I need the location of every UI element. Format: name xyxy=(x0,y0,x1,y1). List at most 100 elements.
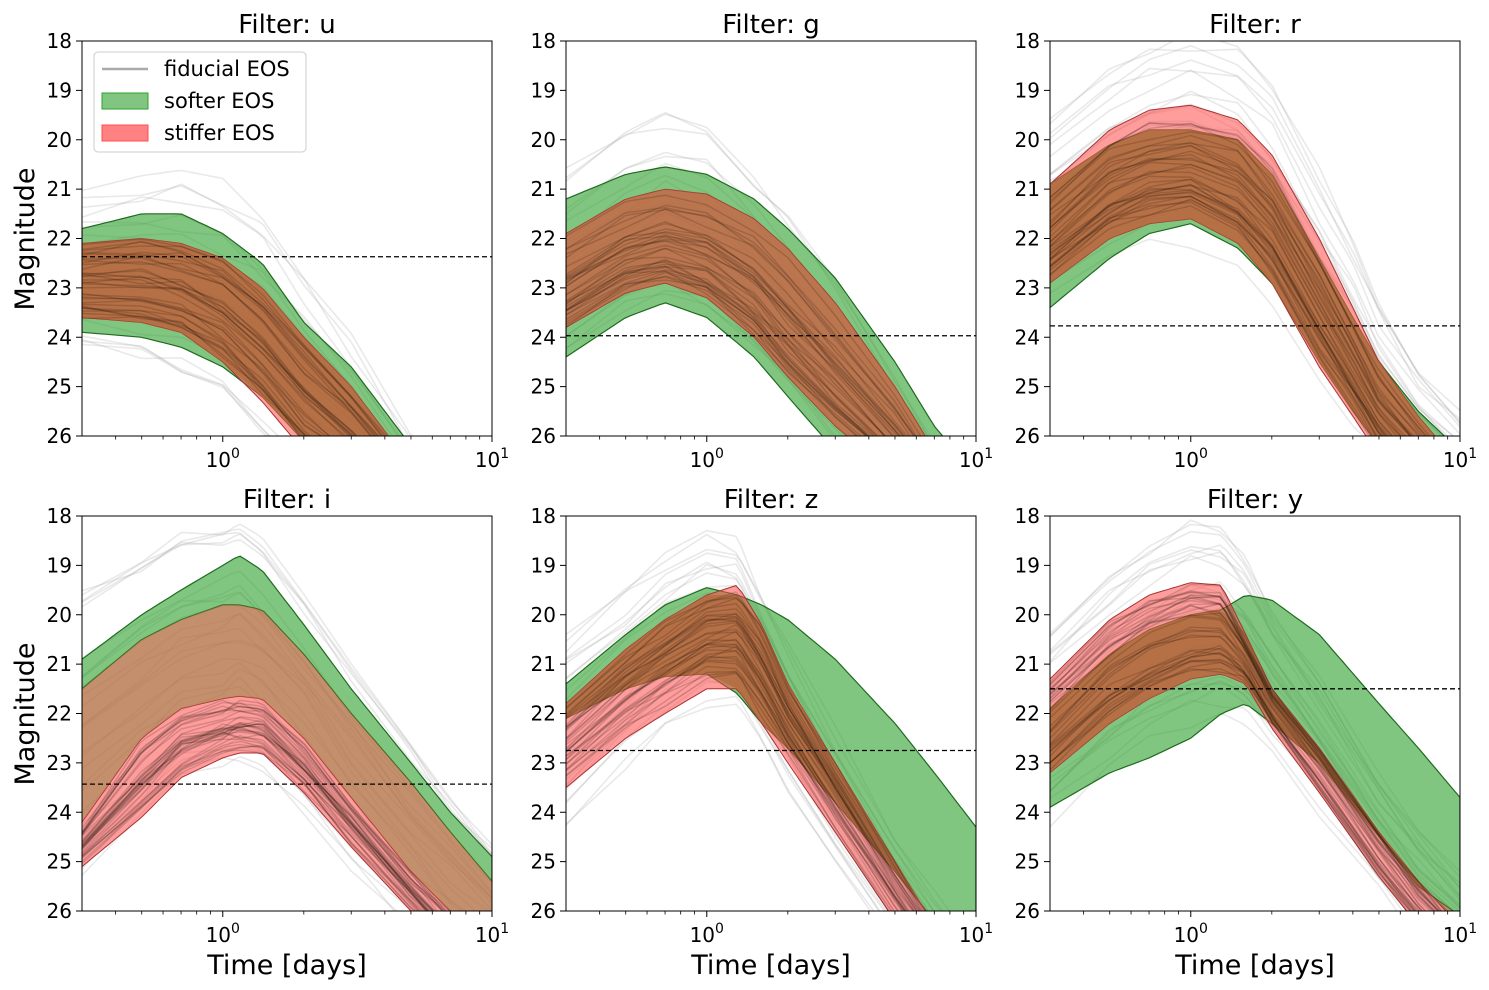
y-tick-label: 21 xyxy=(47,177,72,201)
y-tick-label: 25 xyxy=(531,375,556,399)
y-tick-label: 23 xyxy=(1015,276,1040,300)
legend-softer-swatch xyxy=(101,92,149,110)
fiducial-core-line xyxy=(82,261,375,436)
fiducial-core-line xyxy=(82,726,428,911)
fiducial-core-line xyxy=(82,721,433,911)
fiducial-core-line xyxy=(1050,599,1440,911)
fiducial-core-line xyxy=(82,309,312,436)
fiducial-core-line xyxy=(1050,597,1436,911)
panel-title: Filter: u xyxy=(238,10,335,40)
y-tick-label: 22 xyxy=(1015,227,1040,251)
fiducial-core-line xyxy=(566,194,922,436)
fiducial-core-line xyxy=(566,631,915,911)
fiducial-core-line xyxy=(566,655,904,911)
plot-content xyxy=(1050,41,1460,436)
panel-u: 18 19 20 21 22 23 24 25 26 100 101 Filter: u Magni… xyxy=(10,10,509,472)
fiducial-core-line xyxy=(82,729,430,911)
fiducial-line xyxy=(1050,44,1460,425)
fiducial-core-line xyxy=(82,699,445,911)
fiducial-core-line xyxy=(566,615,918,911)
overlap-band xyxy=(82,604,492,911)
legend-stiffer-label: stiffer EOS xyxy=(164,121,275,145)
fiducial-core-line xyxy=(1050,145,1412,436)
y-tick-label: 26 xyxy=(47,899,72,923)
fiducial-core-line xyxy=(82,276,350,436)
fiducial-core-line xyxy=(82,723,435,911)
fiducial-core-line xyxy=(82,292,323,436)
y-tick-label: 26 xyxy=(47,424,72,448)
fiducial-core-line xyxy=(566,650,905,911)
fiducial-core-line xyxy=(82,705,448,911)
y-tick-label: 25 xyxy=(47,375,72,399)
fiducial-line xyxy=(82,196,399,436)
fiducial-core-line xyxy=(566,208,915,436)
fiducial-line xyxy=(82,185,405,436)
fiducial-core-line xyxy=(566,616,918,911)
fiducial-core-line xyxy=(566,608,920,911)
fiducial-core-line xyxy=(82,745,420,911)
fiducial-line xyxy=(1050,48,1460,423)
y-tick-label: 21 xyxy=(47,652,72,676)
fiducial-core-line xyxy=(1050,594,1436,911)
fiducial-core-line xyxy=(1050,635,1424,911)
y-tick-label: 21 xyxy=(531,652,556,676)
y-tick-label: 20 xyxy=(531,128,556,152)
fiducial-core-line xyxy=(1050,163,1403,436)
fiducial-line xyxy=(82,335,280,436)
panel-z: 18 19 20 21 22 23 24 25 26 100 101 Filter: z Time … xyxy=(531,485,994,981)
y-tick-label: 24 xyxy=(531,800,556,824)
fiducial-core-line xyxy=(566,230,906,436)
fiducial-core-line xyxy=(1050,647,1418,911)
fiducial-core-line xyxy=(1050,629,1422,911)
fiducial-core-line xyxy=(566,620,914,911)
fiducial-core-line xyxy=(566,238,901,436)
fiducial-core-line xyxy=(1050,134,1422,436)
fiducial-line xyxy=(82,533,492,849)
fiducial-core-line xyxy=(1050,612,1433,911)
fiducial-core-line xyxy=(1050,142,1419,436)
fiducial-core-line xyxy=(82,740,422,911)
fiducial-core-line xyxy=(82,701,451,911)
fiducial-core-line xyxy=(82,749,419,911)
fiducial-core-line xyxy=(82,268,357,436)
plot-content xyxy=(82,523,492,911)
fiducial-core-line xyxy=(1050,183,1384,436)
fiducial-core-line xyxy=(1050,629,1424,911)
fiducial-core-line xyxy=(82,240,383,436)
fiducial-line xyxy=(82,528,492,856)
y-tick-label: 26 xyxy=(531,899,556,923)
y-tick-label: 23 xyxy=(47,276,72,300)
panel-i: 18 19 20 21 22 23 24 25 26 100 101 Filter: i Magni… xyxy=(10,485,509,981)
fiducial-core-line xyxy=(82,727,435,911)
overlap-band xyxy=(566,595,927,911)
fiducial-core-line xyxy=(1050,161,1406,436)
fiducial-line xyxy=(82,539,492,857)
legend: fiducial EOS softer EOS stiffer EOS xyxy=(93,51,307,153)
fiducial-core-line xyxy=(1050,166,1401,436)
y-tick-label: 25 xyxy=(47,850,72,874)
fiducial-core-line xyxy=(566,618,918,911)
x-tick-label: 100 xyxy=(690,921,724,947)
fiducial-line xyxy=(82,523,492,855)
fiducial-core-line xyxy=(82,705,444,911)
fiducial-core-line xyxy=(1050,122,1431,436)
fiducial-core-line xyxy=(82,699,447,911)
fiducial-core-line xyxy=(82,299,331,436)
fiducial-line xyxy=(1050,41,1460,412)
fiducial-core-line xyxy=(566,275,867,436)
fiducial-line xyxy=(82,343,269,436)
fiducial-core-line xyxy=(1050,175,1394,436)
fiducial-core-line xyxy=(1050,650,1416,911)
panel-title: Filter: i xyxy=(243,485,331,515)
fiducial-core-line xyxy=(1050,157,1413,436)
legend-softer-label: softer EOS xyxy=(164,89,274,113)
fiducial-line xyxy=(1050,67,1460,428)
fiducial-core-line xyxy=(566,240,898,436)
fiducial-core-line xyxy=(82,723,429,911)
y-tick-label: 24 xyxy=(1015,325,1040,349)
y-tick-label: 26 xyxy=(1015,899,1040,923)
fiducial-core-line xyxy=(82,720,432,911)
fiducial-core-line xyxy=(82,279,347,436)
fiducial-core-line xyxy=(566,649,906,911)
fiducial-core-line xyxy=(1050,590,1443,911)
